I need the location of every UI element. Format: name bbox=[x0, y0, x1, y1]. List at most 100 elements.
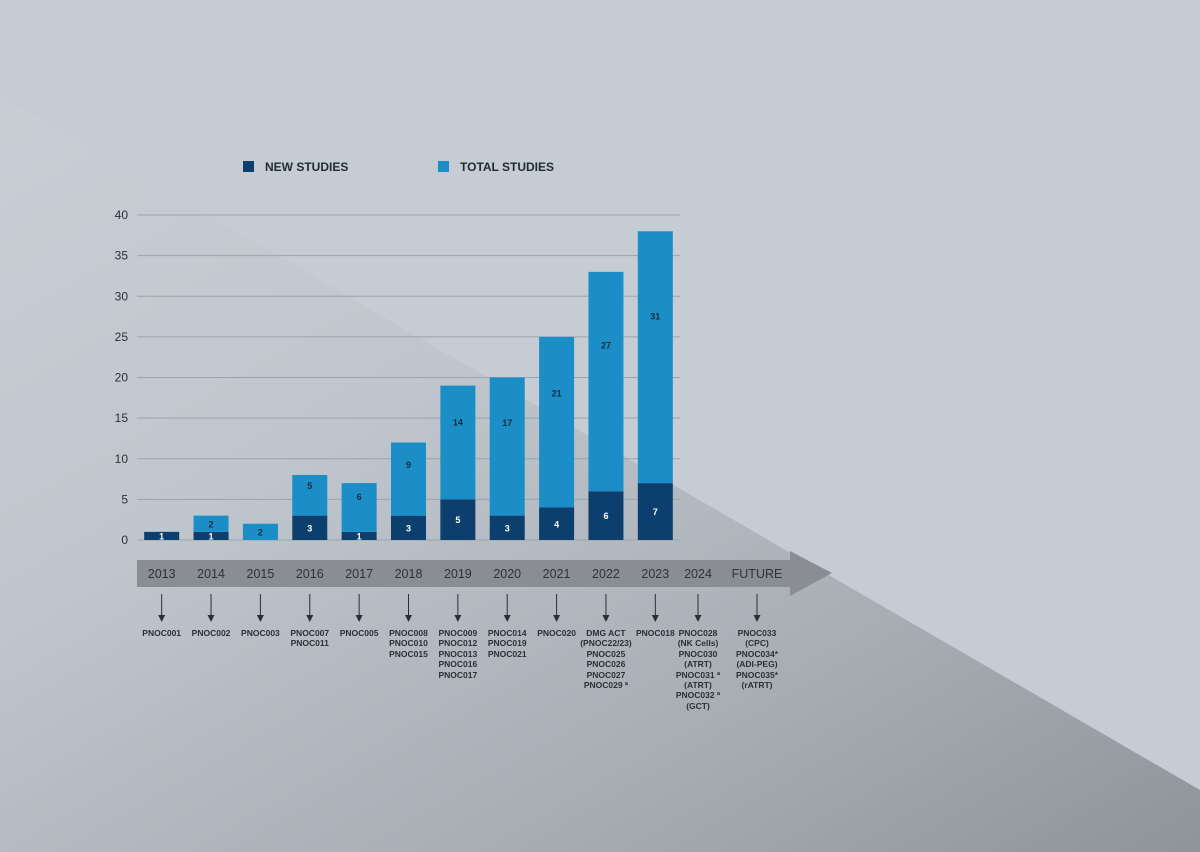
study-item: (NK Cells) bbox=[677, 638, 719, 649]
study-item: PNOC033 bbox=[737, 628, 777, 638]
y-tick-label: 5 bbox=[121, 492, 128, 506]
data-label-total-2014: 2 bbox=[209, 519, 214, 529]
pointer-arrowhead bbox=[158, 615, 166, 622]
bar-total-2015 bbox=[242, 523, 278, 540]
bar-total-2019 bbox=[440, 385, 476, 500]
timeline-label-2017: 2017 bbox=[345, 567, 373, 581]
study-list-2016: PNOC007 PNOC011 bbox=[265, 628, 355, 649]
study-list-2019: PNOC009 PNOC012 PNOC013 PNOC016 PNOC017 bbox=[413, 628, 503, 680]
bar-new-2022 bbox=[588, 491, 624, 540]
data-label-new-2020: 3 bbox=[505, 523, 510, 533]
study-item: (ATRT) bbox=[684, 680, 712, 691]
timeline-arrow: 2013 2014 2015 2016 2017 2018 2019 2020 2021 2022… bbox=[137, 551, 832, 596]
timeline-label-2023: 2023 bbox=[641, 567, 669, 581]
timeline-label-2014: 2014 bbox=[197, 567, 225, 581]
study-list-2020: PNOC014 PNOC019 PNOC021 bbox=[462, 628, 552, 659]
pointer-arrowhead bbox=[405, 615, 412, 622]
study-item: PNOC003 bbox=[241, 628, 280, 638]
pointer-arrowhead bbox=[694, 615, 702, 622]
y-tick-label: 25 bbox=[115, 330, 129, 344]
study-item: PNOC030 bbox=[678, 648, 718, 659]
data-label-total-2021: 21 bbox=[552, 389, 562, 399]
bar-new-2020 bbox=[489, 515, 525, 540]
pointer-arrowhead bbox=[454, 615, 462, 622]
bar-new-2014 bbox=[193, 531, 229, 540]
data-label-total-2020: 17 bbox=[502, 418, 512, 428]
data-label-total-2018: 9 bbox=[406, 460, 411, 470]
y-axis: 0 5 10 15 20 25 30 35 40 bbox=[115, 208, 129, 547]
timeline-label-2022: 2022 bbox=[592, 567, 620, 581]
study-list-2013: PNOC001 bbox=[117, 628, 207, 638]
data-label-new-2016: 3 bbox=[307, 523, 312, 533]
study-list-2015: PNOC003 bbox=[215, 628, 305, 638]
study-item: PNOC027 bbox=[586, 669, 626, 680]
bar-total-2020 bbox=[489, 377, 525, 516]
study-item: PNOC009 bbox=[438, 628, 478, 638]
timeline-label-2018: 2018 bbox=[395, 567, 423, 581]
bar-new-2013 bbox=[144, 531, 180, 540]
study-item: PNOC010 bbox=[389, 638, 428, 649]
bar-new-2019 bbox=[440, 499, 476, 540]
timeline-label-2024: 2024 bbox=[684, 567, 712, 581]
study-item: PNOC014 bbox=[487, 628, 527, 638]
study-list-2022: DMG ACT (PNOC22/23) PNOC025 PNOC026 PNOC027 P… bbox=[561, 628, 651, 690]
legend-label-total: TOTAL STUDIES bbox=[460, 160, 554, 174]
study-item: PNOC012 bbox=[438, 638, 478, 649]
study-item: (ADI-PEG) bbox=[736, 659, 778, 670]
study-item: DMG ACT bbox=[586, 628, 626, 638]
bar-total-2021 bbox=[539, 336, 575, 508]
study-item: PNOC020 bbox=[537, 628, 576, 638]
timeline-pointers bbox=[158, 594, 761, 622]
study-item: PNOC007 bbox=[290, 628, 330, 638]
data-label-new-2018: 3 bbox=[406, 523, 411, 533]
study-list-2018: PNOC008 PNOC010 PNOC015 bbox=[364, 628, 454, 659]
study-item: (PNOC22/23) bbox=[580, 638, 632, 649]
study-item: (ATRT) bbox=[684, 659, 712, 670]
bar-total-2017 bbox=[341, 483, 377, 532]
study-list-future: PNOC033 (CPC) PNOC034* (ADI-PEG) PNOC035* (rA… bbox=[712, 628, 802, 690]
y-tick-label: 10 bbox=[115, 452, 129, 466]
pointer-arrowhead bbox=[355, 615, 363, 622]
data-label-new-2021: 4 bbox=[554, 519, 559, 529]
study-item: PNOC035* bbox=[735, 669, 779, 680]
bar-new-2018 bbox=[391, 515, 426, 540]
data-label-new-2019: 5 bbox=[455, 515, 460, 525]
data-label-total-2023: 31 bbox=[650, 311, 660, 321]
study-item: PNOC008 bbox=[389, 628, 428, 638]
study-item: PNOC026 bbox=[586, 659, 626, 670]
data-label-new-2017: 1 bbox=[357, 531, 362, 541]
legend-label-new: NEW STUDIES bbox=[265, 160, 348, 174]
study-item: PNOC013 bbox=[438, 648, 478, 659]
legend-swatch-new bbox=[243, 161, 254, 172]
study-item: PNOC029 ª bbox=[583, 680, 629, 691]
study-item: (CPC) bbox=[745, 638, 769, 649]
study-item: PNOC017 bbox=[438, 669, 478, 680]
study-item: PNOC034* bbox=[735, 648, 779, 659]
pointer-arrowhead bbox=[256, 615, 264, 622]
study-list-2023: PNOC018 bbox=[610, 628, 700, 638]
study-item: PNOC011 bbox=[290, 638, 329, 649]
study-list-2021: PNOC020 bbox=[512, 628, 602, 638]
data-label-new-2022: 6 bbox=[603, 511, 608, 521]
study-item: PNOC025 bbox=[586, 648, 626, 659]
study-list-2017: PNOC005 bbox=[314, 628, 404, 638]
y-tick-label: 15 bbox=[115, 411, 129, 425]
study-item: PNOC021 bbox=[487, 648, 527, 659]
timeline-label-2020: 2020 bbox=[493, 567, 521, 581]
bar-total-2016 bbox=[292, 475, 328, 516]
bar-new-2023 bbox=[637, 483, 673, 540]
data-label-total-2019: 14 bbox=[453, 417, 463, 427]
bar-new-2016 bbox=[292, 515, 328, 540]
study-item: PNOC019 bbox=[487, 638, 527, 649]
pointer-arrowhead bbox=[503, 615, 511, 622]
pointer-arrowhead bbox=[207, 615, 215, 622]
study-list-2014: PNOC002 bbox=[166, 628, 256, 638]
data-label-total-2017: 6 bbox=[357, 492, 362, 502]
legend: NEW STUDIES TOTAL STUDIES bbox=[243, 160, 554, 174]
study-item: PNOC001 bbox=[142, 628, 182, 638]
y-tick-label: 20 bbox=[115, 371, 129, 385]
study-list-2024: PNOC028 (NK Cells) PNOC030 (ATRT) PNOC031 ª(… bbox=[653, 628, 743, 711]
data-label-new-2023: 7 bbox=[653, 507, 658, 517]
data-label-new-2014: 1 bbox=[209, 531, 214, 541]
legend-swatch-total bbox=[438, 161, 449, 172]
